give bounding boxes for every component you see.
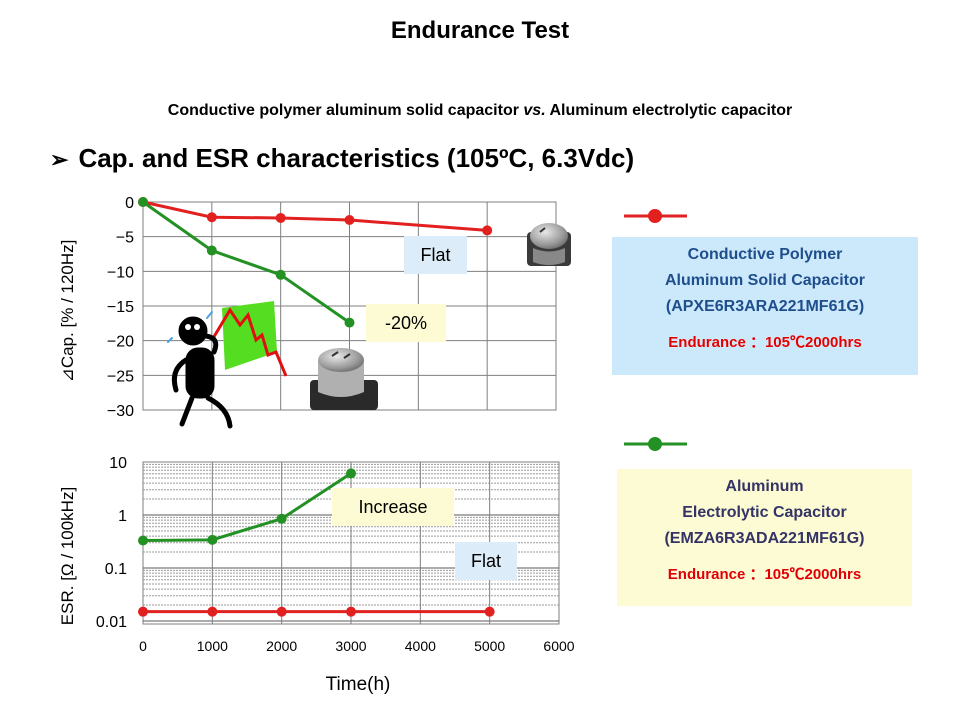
- electrolytic-capacitor-image: [310, 348, 378, 410]
- section-heading-text: Cap. and ESR characteristics (105ºC, 6.3…: [78, 143, 635, 173]
- cap-series-line: [142, 200, 351, 324]
- x-tick-label: 1000: [197, 638, 228, 654]
- cap-data-point: [482, 225, 493, 236]
- cap-y-tick-label: −20: [107, 334, 134, 351]
- subtitle-part-1: Conductive polymer aluminum solid capaci…: [167, 102, 524, 119]
- esr-x-ticks: 0 1000 2000 3000 4000 5000 6000: [139, 638, 575, 654]
- cap-y-tick-label: −25: [107, 368, 134, 385]
- esr-data-point: [346, 606, 356, 617]
- legend-polymer-line2: Aluminum Solid Capacitor: [664, 272, 865, 289]
- polymer-capacitor-image: [527, 223, 571, 266]
- legend-electrolytic-part-number: (EMZA6R3ADA221MF61G): [664, 530, 865, 547]
- esr-data-point: [346, 468, 356, 479]
- x-tick-label: 6000: [543, 638, 574, 654]
- cap-y-tick-label: 0: [125, 195, 134, 212]
- esr-data-point: [484, 606, 495, 617]
- bullet-arrow-icon: ➢: [50, 147, 69, 172]
- cap-drop-note: -20%: [366, 304, 446, 342]
- cap-y-tick-label: −15: [107, 299, 134, 316]
- legend-marker-polymer: [624, 209, 687, 223]
- esr-data-point: [276, 513, 287, 524]
- section-heading: ➢ Cap. and ESR characteristics (105ºC, 6.…: [50, 143, 634, 174]
- esr-y-ticks: 10 1 0.1 0.01: [96, 455, 127, 631]
- cap-y-ticks: 0 −5 −10 −15 −20 −25 −30: [107, 195, 134, 420]
- page-subtitle: Conductive polymer aluminum solid capaci…: [0, 102, 960, 120]
- x-tick-label: 3000: [335, 638, 366, 654]
- legend-polymer-line1: Conductive Polymer: [687, 246, 843, 263]
- cap-data-point: [344, 317, 355, 328]
- x-axis-label: Time(h): [326, 674, 391, 695]
- cap-data-point: [206, 212, 217, 223]
- cap-y-axis-label: ⊿Cap. [% / 120Hz]: [58, 240, 77, 383]
- worried-person-illustration: [167, 311, 233, 429]
- cap-data-point: [138, 197, 148, 207]
- page-title: Endurance Test: [390, 17, 570, 44]
- esr-series-line: [142, 472, 352, 543]
- cap-data-point: [275, 269, 286, 280]
- esr-y-tick-label: 1: [118, 508, 127, 525]
- cap-series-line: [142, 200, 488, 232]
- esr-series: [138, 468, 495, 617]
- subtitle-vs: vs.: [523, 102, 546, 119]
- cap-flat-note: Flat: [404, 236, 467, 274]
- cap-y-tick-label: −5: [116, 230, 134, 247]
- legend-polymer-part-number: (APXE6R3ARA221MF61G): [665, 298, 865, 315]
- esr-y-axis-label: ESR. [Ω / 100kHz]: [58, 487, 77, 625]
- legend-marker-electrolytic: [624, 437, 687, 451]
- x-tick-label: 0: [139, 638, 147, 654]
- legend-electrolytic-line1: Aluminum: [725, 478, 804, 495]
- x-tick-label: 5000: [474, 638, 505, 654]
- esr-increase-note: Increase: [332, 488, 454, 526]
- esr-y-tick-label: 10: [109, 455, 127, 472]
- decline-graph-illustration: [210, 301, 288, 377]
- cap-y-tick-label: −10: [107, 264, 134, 281]
- esr-data-point: [276, 606, 287, 617]
- legend-polymer-endurance: Endurance ：105℃2000hrs: [668, 334, 862, 351]
- esr-data-point: [207, 606, 218, 617]
- cap-data-point: [206, 245, 217, 256]
- x-tick-label: 4000: [405, 638, 436, 654]
- legend-electrolytic-line2: Electrolytic Capacitor: [682, 504, 847, 521]
- subtitle-part-2: Aluminum electrolytic capacitor: [545, 102, 793, 119]
- esr-data-point: [138, 606, 148, 617]
- cap-data-point: [275, 212, 286, 223]
- cap-y-tick-label: −30: [107, 403, 134, 420]
- esr-y-tick-label: 0.01: [96, 614, 127, 631]
- x-tick-label: 2000: [266, 638, 297, 654]
- cap-data-point: [344, 215, 355, 226]
- esr-y-tick-label: 0.1: [105, 561, 127, 578]
- esr-flat-note: Flat: [455, 542, 517, 580]
- legend-electrolytic-endurance: Endurance ：105℃2000hrs: [667, 566, 862, 583]
- esr-data-point: [207, 534, 218, 545]
- legend-box-polymer: Conductive Polymer Aluminum Solid Capaci…: [612, 237, 918, 375]
- cap-series: [138, 197, 493, 328]
- legend-box-electrolytic: Aluminum Electrolytic Capacitor (EMZA6R3…: [617, 469, 912, 606]
- esr-data-point: [138, 535, 148, 546]
